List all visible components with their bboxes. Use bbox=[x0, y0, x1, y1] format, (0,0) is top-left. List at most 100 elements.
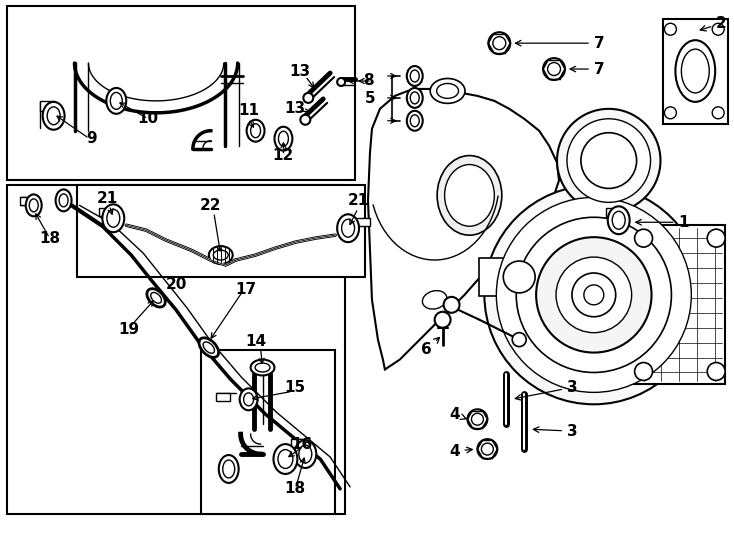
Ellipse shape bbox=[493, 37, 506, 50]
Circle shape bbox=[496, 198, 691, 393]
Bar bbox=[201, 349, 335, 514]
Circle shape bbox=[300, 115, 310, 125]
Bar bbox=[534, 272, 589, 314]
Ellipse shape bbox=[219, 455, 239, 483]
Ellipse shape bbox=[468, 409, 487, 429]
Text: 16: 16 bbox=[291, 437, 313, 451]
Ellipse shape bbox=[244, 393, 253, 406]
Circle shape bbox=[516, 217, 672, 373]
Ellipse shape bbox=[107, 210, 120, 227]
Ellipse shape bbox=[102, 204, 124, 232]
Ellipse shape bbox=[410, 115, 419, 127]
Ellipse shape bbox=[681, 49, 709, 93]
Text: 10: 10 bbox=[137, 111, 159, 126]
Text: 17: 17 bbox=[235, 282, 256, 298]
Circle shape bbox=[581, 133, 636, 188]
Ellipse shape bbox=[294, 440, 316, 468]
Ellipse shape bbox=[222, 460, 235, 478]
Text: 4: 4 bbox=[449, 443, 472, 458]
Circle shape bbox=[443, 297, 459, 313]
Text: 3: 3 bbox=[534, 424, 578, 438]
Text: 20: 20 bbox=[165, 278, 186, 293]
Ellipse shape bbox=[548, 63, 561, 76]
Ellipse shape bbox=[110, 92, 123, 109]
Text: 9: 9 bbox=[86, 131, 97, 146]
Text: 22: 22 bbox=[200, 198, 222, 213]
Ellipse shape bbox=[247, 120, 264, 141]
Text: 21: 21 bbox=[347, 193, 368, 208]
Bar bbox=[664, 19, 728, 124]
Text: 15: 15 bbox=[285, 380, 306, 395]
Text: 3: 3 bbox=[515, 380, 578, 400]
Ellipse shape bbox=[407, 111, 423, 131]
Ellipse shape bbox=[278, 131, 288, 146]
Bar bbox=[479, 258, 559, 296]
Text: 5: 5 bbox=[364, 91, 375, 106]
Ellipse shape bbox=[26, 194, 42, 217]
Ellipse shape bbox=[203, 342, 214, 353]
Bar bbox=[7, 6, 355, 180]
Bar bbox=[7, 185, 345, 514]
Ellipse shape bbox=[488, 32, 510, 54]
Circle shape bbox=[337, 78, 345, 86]
Ellipse shape bbox=[43, 102, 65, 130]
Text: 13: 13 bbox=[285, 102, 306, 116]
Circle shape bbox=[708, 229, 725, 247]
Circle shape bbox=[572, 273, 616, 317]
Bar bbox=[356, 218, 370, 226]
Ellipse shape bbox=[250, 360, 275, 375]
Ellipse shape bbox=[250, 124, 261, 138]
Circle shape bbox=[664, 23, 677, 35]
Ellipse shape bbox=[274, 444, 297, 474]
Text: 11: 11 bbox=[238, 103, 259, 118]
Circle shape bbox=[708, 362, 725, 380]
Text: 8: 8 bbox=[363, 73, 374, 89]
Ellipse shape bbox=[255, 363, 270, 372]
Ellipse shape bbox=[437, 84, 459, 98]
Text: 2: 2 bbox=[700, 16, 727, 31]
Ellipse shape bbox=[410, 92, 419, 104]
Ellipse shape bbox=[477, 439, 498, 459]
Text: 19: 19 bbox=[119, 322, 139, 337]
Circle shape bbox=[567, 119, 650, 202]
Ellipse shape bbox=[543, 58, 565, 80]
Ellipse shape bbox=[410, 70, 419, 82]
Text: 7: 7 bbox=[570, 62, 605, 77]
Ellipse shape bbox=[29, 199, 38, 212]
Bar bbox=[631, 225, 725, 384]
Text: 18: 18 bbox=[285, 481, 306, 496]
Bar bbox=[606, 208, 619, 218]
Ellipse shape bbox=[278, 450, 293, 469]
Ellipse shape bbox=[471, 413, 484, 425]
Ellipse shape bbox=[147, 289, 165, 307]
Circle shape bbox=[557, 109, 661, 212]
Circle shape bbox=[664, 107, 677, 119]
Ellipse shape bbox=[240, 388, 258, 410]
Ellipse shape bbox=[407, 88, 423, 108]
Bar bbox=[40, 101, 54, 111]
Ellipse shape bbox=[430, 78, 465, 103]
Bar bbox=[76, 185, 365, 277]
Ellipse shape bbox=[407, 66, 423, 86]
Ellipse shape bbox=[208, 246, 233, 264]
Text: 14: 14 bbox=[245, 334, 266, 349]
Ellipse shape bbox=[275, 127, 292, 151]
Circle shape bbox=[635, 362, 653, 380]
Ellipse shape bbox=[56, 190, 71, 211]
Circle shape bbox=[584, 285, 604, 305]
Ellipse shape bbox=[437, 156, 502, 235]
Ellipse shape bbox=[445, 165, 494, 226]
Circle shape bbox=[712, 107, 724, 119]
Bar bbox=[99, 208, 113, 217]
Circle shape bbox=[435, 312, 451, 328]
Text: 13: 13 bbox=[290, 64, 311, 78]
Circle shape bbox=[504, 261, 535, 293]
Ellipse shape bbox=[675, 40, 715, 102]
Ellipse shape bbox=[422, 291, 447, 309]
Text: 18: 18 bbox=[39, 231, 60, 246]
Bar bbox=[291, 439, 305, 449]
Ellipse shape bbox=[482, 443, 493, 455]
Ellipse shape bbox=[341, 219, 355, 237]
Circle shape bbox=[512, 333, 526, 347]
Circle shape bbox=[635, 229, 653, 247]
